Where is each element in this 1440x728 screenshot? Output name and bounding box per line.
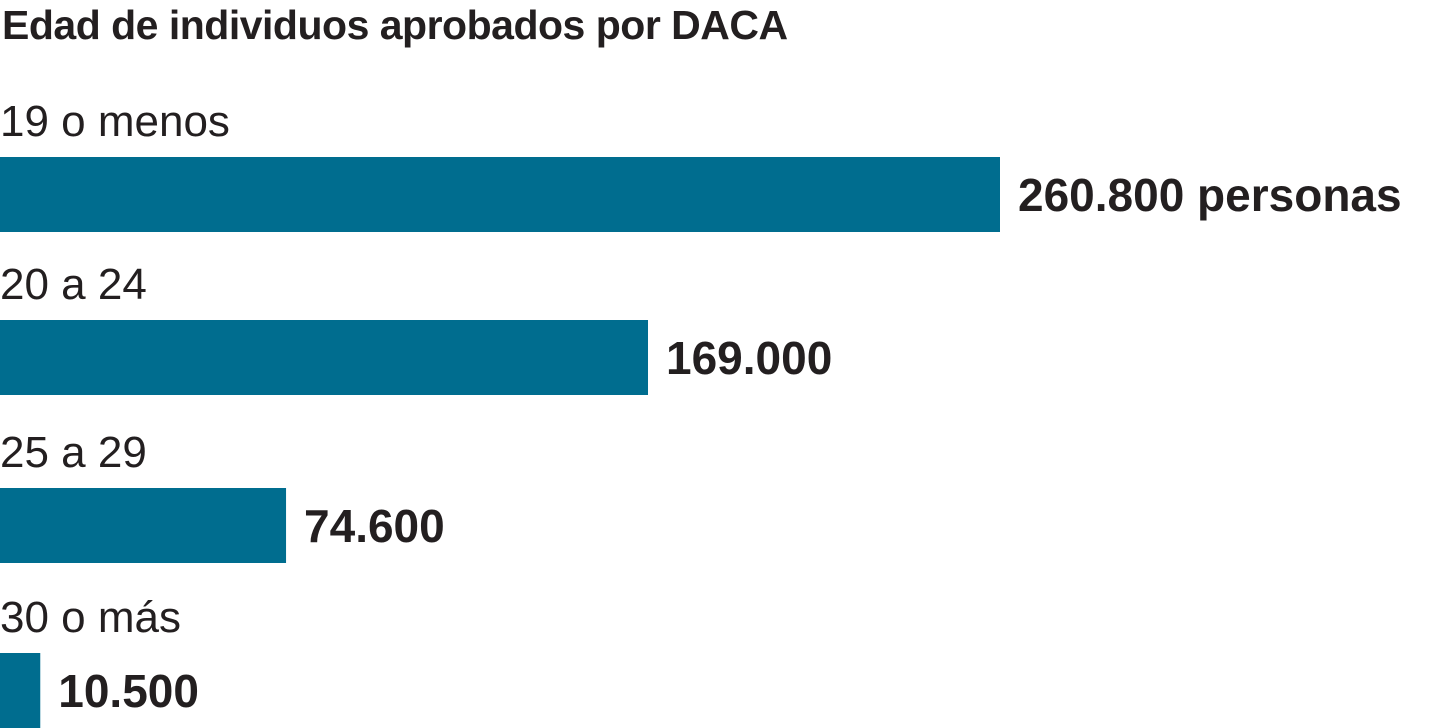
value-label: 260.800 personas	[1018, 169, 1402, 221]
chart-title: Edad de individuos aprobados por DACA	[2, 2, 788, 48]
value-label: 74.600	[304, 500, 445, 552]
value-label: 169.000	[666, 332, 832, 384]
bar	[0, 488, 287, 563]
bar	[0, 157, 1000, 232]
bar	[0, 320, 649, 395]
category-label: 25 a 29	[0, 428, 147, 477]
category-label: 30 o más	[0, 593, 181, 642]
value-label: 10.500	[58, 665, 199, 717]
category-label: 20 a 24	[0, 260, 147, 309]
bar	[0, 653, 41, 728]
category-label: 19 o menos	[0, 97, 230, 146]
